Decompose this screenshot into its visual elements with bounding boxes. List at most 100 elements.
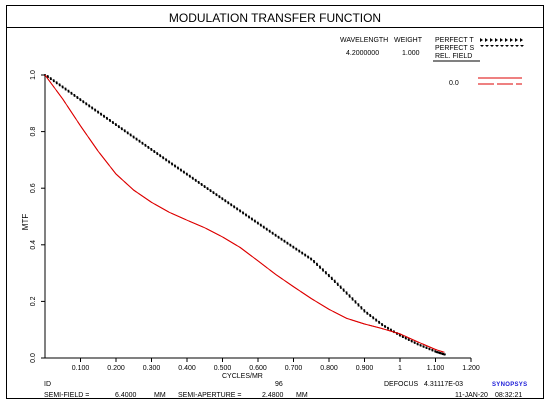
series-perfect-s-point — [256, 221, 259, 224]
series-perfect-s-point — [271, 231, 274, 234]
series-perfect-s-point — [88, 104, 90, 107]
footer-id-label: ID — [44, 381, 51, 388]
series-perfect-s-point — [259, 223, 262, 226]
series-perfect-t-point — [97, 111, 100, 114]
series-perfect-s-point — [301, 251, 303, 254]
series-perfect-t-point — [351, 298, 354, 301]
series-perfect-t-point — [366, 312, 369, 315]
series-perfect-s-point — [76, 96, 79, 98]
series-perfect-t-point — [265, 228, 268, 231]
chart-title: MODULATION TRANSFER FUNCTION — [168, 11, 382, 25]
series-perfect-s-point — [357, 303, 360, 306]
series-perfect-t-point — [215, 194, 218, 197]
legend-perfect-s-mark — [510, 45, 514, 47]
series-perfect-s-point — [438, 351, 440, 354]
series-perfect-t-point — [115, 124, 117, 126]
legend-perfect-t-label: PERFECT T — [435, 37, 474, 44]
series-perfect-t-point — [123, 130, 126, 133]
series-perfect-t-point — [147, 147, 150, 149]
legend-perfect-s-mark — [480, 45, 484, 47]
series-perfect-s-point — [384, 325, 386, 327]
series-perfect-s-point — [159, 154, 161, 157]
series-perfect-s-point — [67, 89, 70, 92]
legend-perfect-t-mark — [485, 38, 488, 42]
series-perfect-s-point — [398, 333, 401, 336]
series-perfect-s-point — [330, 276, 333, 279]
series-perfect-t-point — [100, 113, 103, 116]
series-perfect-s-point — [123, 129, 126, 132]
series-perfect-t-point — [331, 278, 333, 281]
series-perfect-t-point — [286, 242, 289, 245]
series-perfect-s-point — [206, 187, 209, 189]
series-perfect-t-point — [177, 167, 180, 170]
series-perfect-t-point — [254, 220, 256, 223]
series-perfect-t-point — [319, 266, 322, 269]
series-perfect-s-point — [363, 309, 366, 312]
legend-perfect-t-mark — [505, 38, 508, 42]
x-axis-label: CYCLES/MR — [222, 373, 263, 380]
series-perfect-s-point — [327, 273, 330, 276]
legend-perfect-t-mark — [490, 38, 493, 42]
series-perfect-t-point — [239, 210, 242, 213]
series-perfect-t-point — [363, 310, 366, 313]
series-perfect-s-point — [336, 282, 339, 285]
series-perfect-t-point — [295, 248, 298, 251]
synopsys-logo: SYNOPSYS — [492, 382, 528, 388]
legend-wavelength-value: 4.2000000 — [346, 50, 380, 57]
series-perfect-t-point — [304, 254, 307, 257]
series-perfect-s-point — [132, 135, 135, 138]
series-perfect-s-point — [102, 114, 105, 117]
series-perfect-t-point — [227, 202, 230, 205]
series-perfect-t-point — [52, 80, 55, 83]
footer-semi-aperture-unit: MM — [296, 392, 308, 399]
series-perfect-s-point — [265, 227, 268, 230]
legend-weight-header: WEIGHT — [394, 37, 422, 44]
x-tick-label: 0.700 — [285, 365, 303, 372]
series-perfect-t-point — [67, 90, 70, 93]
series-perfect-s-point — [215, 193, 218, 196]
series-perfect-s-point — [82, 100, 85, 103]
series-perfect-s-point — [129, 133, 132, 136]
series-perfect-s-point — [339, 285, 342, 288]
series-perfect-t-point — [334, 281, 336, 283]
series-perfect-s-point — [108, 119, 111, 121]
series-perfect-s-point — [392, 330, 395, 333]
series-perfect-s-point — [366, 311, 369, 314]
series-perfect-t-point — [316, 264, 319, 266]
y-tick-label: 0.6 — [30, 183, 37, 193]
series-perfect-t-point — [82, 101, 85, 104]
legend-rel-field-label: REL. FIELD — [435, 53, 473, 60]
series-perfect-t-point — [277, 236, 280, 239]
series-perfect-t-point — [381, 324, 384, 327]
series-perfect-s-point — [277, 235, 280, 238]
series-perfect-t-point — [141, 142, 144, 145]
series-perfect-s-point — [138, 139, 141, 142]
legend-perfect-s-mark — [515, 45, 519, 47]
legend-perfect-t-mark — [500, 38, 503, 42]
legend-perfect-s-mark — [505, 45, 509, 47]
footer-semi-field-label: SEMI-FIELD = — [44, 392, 90, 399]
footer-time: 08:32:21 — [495, 392, 523, 399]
series-perfect-s-point — [428, 347, 431, 350]
legend-perfect-t-mark — [515, 38, 518, 42]
series-perfect-t-point — [245, 214, 248, 217]
series-perfect-s-point — [236, 207, 238, 210]
series-perfect-s-point — [274, 233, 277, 236]
series-perfect-s-point — [369, 314, 372, 316]
series-perfect-t-point — [55, 82, 58, 85]
legend-perfect-s-mark — [495, 45, 499, 47]
series-perfect-s-point — [85, 102, 88, 105]
footer-defocus-value: 4.31117E-03 — [424, 381, 464, 388]
series-perfect-s-point — [171, 162, 173, 165]
series-perfect-t-point — [47, 76, 49, 78]
x-tick-label: 0.800 — [320, 365, 338, 372]
series-perfect-t-point — [112, 122, 114, 124]
series-perfect-s-point — [227, 201, 230, 204]
series-perfect-s-point — [218, 195, 221, 198]
series-perfect-s-point — [295, 247, 298, 250]
series-perfect-t-point — [50, 78, 52, 81]
series-perfect-t-point — [109, 120, 111, 122]
series-0-0-s-line — [44, 74, 445, 353]
series-perfect-t-point — [236, 208, 239, 211]
series-perfect-t-point — [336, 284, 339, 286]
